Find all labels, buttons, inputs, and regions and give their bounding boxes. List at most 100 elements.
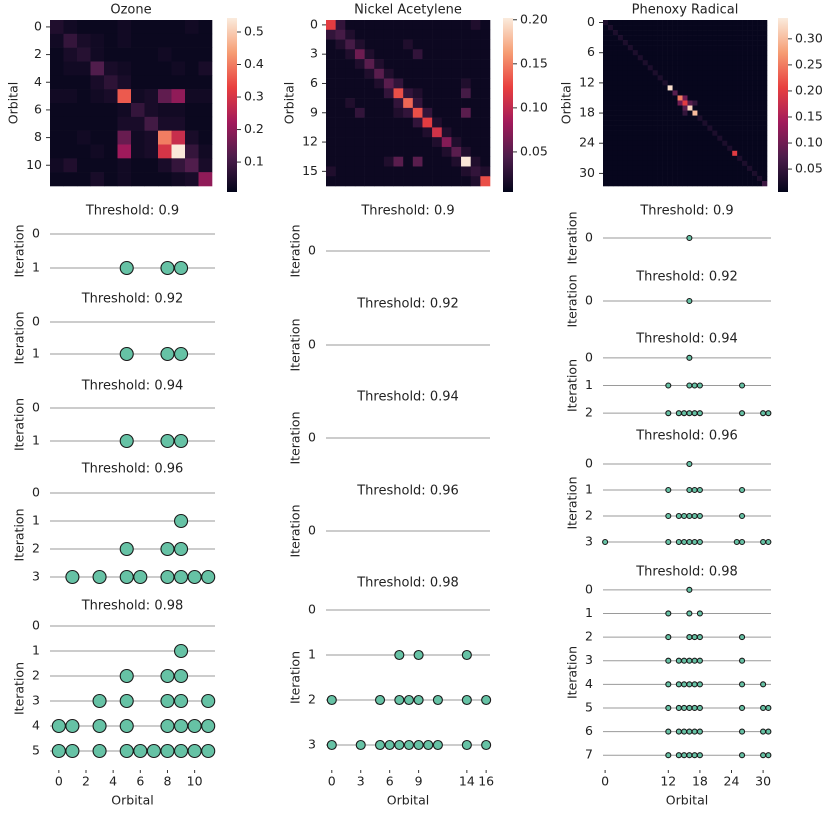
- point: [65, 743, 80, 759]
- heatmap-cell: [747, 80, 753, 86]
- heatmap-cell: [682, 105, 688, 111]
- heatmap-cell: [702, 95, 708, 101]
- heatmap-cell: [617, 35, 624, 41]
- heatmap-cell: [712, 110, 718, 116]
- heatmap-cell: [662, 105, 668, 111]
- colorbar: [778, 18, 788, 192]
- heatmap-cell: [131, 130, 145, 145]
- point: [403, 694, 415, 706]
- heatmap-cell: [692, 35, 698, 41]
- heatmap-cell: [612, 155, 619, 162]
- heatmap-cell: [682, 20, 688, 26]
- heatmap-cell: [672, 175, 678, 182]
- heatmap-cell: [687, 70, 693, 76]
- y-tick-label: 1: [308, 647, 316, 662]
- heatmap-cell: [742, 30, 748, 36]
- heatmap-cell: [657, 80, 663, 86]
- heatmap-cell: [637, 135, 644, 142]
- point: [413, 694, 424, 706]
- point: [686, 234, 693, 242]
- heatmap-cell: [335, 20, 346, 31]
- heatmap-cell: [682, 125, 688, 131]
- heatmap-cell: [742, 140, 748, 147]
- heatmap-cell: [737, 25, 743, 31]
- heatmap-cell: [722, 150, 728, 157]
- heatmap-cell: [742, 20, 748, 26]
- point: [374, 739, 386, 751]
- heatmap-cell: [90, 61, 105, 76]
- heatmap-cell: [354, 127, 365, 138]
- heatmap-cell: [104, 47, 118, 62]
- heatmap-cell: [364, 78, 375, 89]
- heatmap-cell: [470, 98, 481, 109]
- heatmap-cell: [432, 49, 443, 60]
- heatmap-cell: [702, 45, 708, 51]
- heatmap-cell: [712, 55, 718, 61]
- heatmap-cell: [692, 125, 698, 131]
- point: [691, 512, 698, 520]
- heatmap-cell: [742, 180, 748, 187]
- heatmap-cell: [717, 80, 723, 86]
- heatmap-cell: [642, 110, 649, 116]
- heatmap-cell: [687, 135, 693, 142]
- heatmap-cell: [617, 145, 624, 152]
- heatmap-cell: [171, 103, 186, 118]
- heatmap-cell: [717, 25, 723, 31]
- point: [738, 512, 746, 520]
- heatmap-cell: [672, 70, 678, 76]
- heatmap-cell: [622, 95, 629, 101]
- heatmap-cell: [707, 40, 713, 46]
- heatmap-cell: [642, 50, 649, 56]
- heatmap-cell: [441, 137, 452, 148]
- y-tick-label: 0: [308, 243, 316, 258]
- heatmap-cell: [687, 85, 693, 91]
- x-tick-label: 6: [136, 774, 144, 789]
- heatmap-cell: [647, 50, 653, 56]
- heatmap-cell: [422, 39, 433, 50]
- point: [696, 382, 703, 389]
- heatmap-cell: [607, 60, 614, 66]
- heatmap-cell: [63, 75, 78, 90]
- heatmap-cell: [752, 100, 758, 106]
- heatmap-cell: [702, 55, 708, 61]
- heatmap-cell: [637, 175, 644, 182]
- heatmap-cell: [77, 61, 91, 76]
- heatmap-cell: [742, 110, 748, 116]
- heatmap-cell: [637, 160, 644, 167]
- heatmap-cell: [652, 70, 658, 76]
- heatmap-cell: [632, 50, 639, 56]
- heatmap-cell: [412, 117, 423, 128]
- heatmap-cell: [727, 120, 733, 126]
- heatmap-cell: [354, 166, 365, 177]
- heatmap-cell: [687, 145, 693, 152]
- heatmap-cell: [652, 145, 658, 152]
- x-tick-label: 0: [601, 774, 609, 789]
- heatmap-cell: [374, 88, 385, 99]
- heatmap-cell: [451, 176, 462, 187]
- heatmap-cell: [647, 70, 653, 76]
- heatmap-cell: [672, 55, 678, 61]
- heatmap-cell: [461, 146, 472, 158]
- heatmap-cell: [672, 50, 678, 56]
- heatmap-cell: [662, 70, 668, 76]
- heatmap-cell: [747, 65, 753, 71]
- heatmap-cell: [707, 95, 713, 101]
- heatmap-cell: [657, 35, 663, 41]
- heatmap-cell: [667, 150, 673, 157]
- heatmap-cell: [652, 60, 658, 66]
- heatmap-cell: [692, 110, 698, 116]
- heatmap-cell: [692, 145, 698, 152]
- heatmap-cell: [712, 45, 718, 51]
- heatmap-cell: [732, 105, 738, 111]
- heatmap-cell: [757, 105, 763, 111]
- heatmap-cell: [757, 95, 763, 101]
- heatmap-cell: [757, 100, 763, 106]
- point: [686, 704, 693, 711]
- heatmap-cell: [326, 98, 336, 109]
- heatmap-cell: [717, 50, 723, 56]
- heatmap-cell: [345, 117, 356, 128]
- point: [133, 743, 148, 759]
- heatmap-cell: [374, 78, 385, 89]
- heatmap-cell: [652, 170, 658, 177]
- heatmap-cell: [752, 180, 758, 187]
